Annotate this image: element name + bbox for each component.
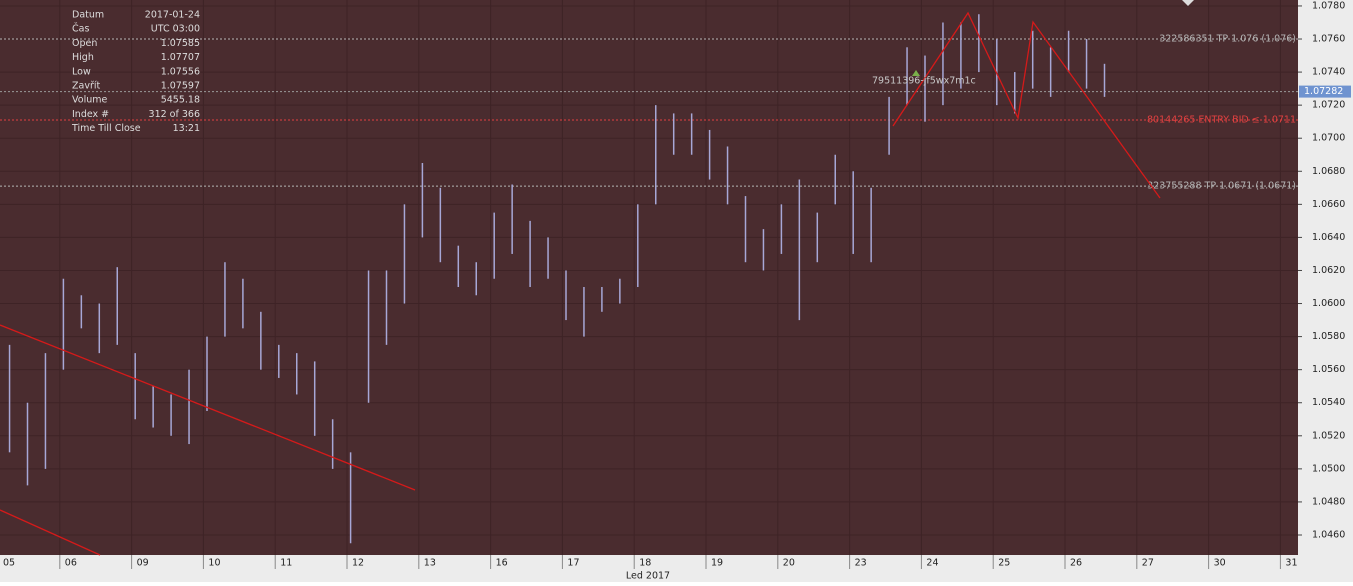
- y-tick-label: 1.0580: [1312, 331, 1345, 342]
- x-tick-label: 11: [280, 558, 292, 569]
- x-axis-label: Led 2017: [626, 571, 670, 582]
- x-tick-label: 23: [855, 558, 867, 569]
- order-label: 323755288 TP 1.0671 (1.0671): [1147, 181, 1296, 192]
- info-label: Time Till Close: [71, 123, 141, 134]
- x-tick-label: 12: [352, 558, 364, 569]
- info-label: Index #: [72, 109, 109, 120]
- x-tick-label: 24: [926, 558, 938, 569]
- x-tick-label: 09: [137, 558, 149, 569]
- info-value: 1.07585: [161, 38, 200, 49]
- y-tick-label: 1.0760: [1312, 34, 1345, 45]
- y-tick-label: 1.0700: [1312, 133, 1345, 144]
- price-box: [1299, 85, 1351, 98]
- x-tick-label: 16: [496, 558, 508, 569]
- trend-line: [0, 324, 416, 491]
- info-value: 1.07556: [161, 66, 200, 77]
- info-label: Open: [72, 38, 97, 49]
- info-value: 312 of 366: [149, 109, 200, 120]
- x-tick-label: 26: [1070, 558, 1082, 569]
- y-tick-label: 1.0460: [1312, 529, 1345, 540]
- order-label: 322586351 TP 1.076 (1.076): [1159, 34, 1296, 45]
- annotation: 79511396-jf5wx7m1c: [872, 76, 976, 87]
- x-tick-label: 17: [567, 558, 579, 569]
- order-label: 80144265 ENTRY BID ≤ 1.0711: [1147, 115, 1296, 126]
- trend-lines: [0, 11, 1161, 556]
- info-value: 1.07707: [161, 52, 200, 63]
- marker: [912, 70, 920, 76]
- x-tick-label: 20: [783, 558, 795, 569]
- y-tick-label: 1.0780: [1312, 0, 1345, 11]
- x-tick-label: 05: [3, 558, 15, 569]
- y-tick-label: 1.0600: [1312, 298, 1345, 309]
- x-tick-label: 13: [424, 558, 436, 569]
- y-tick-label: 1.0540: [1312, 397, 1345, 408]
- scroll-marker: [1182, 0, 1194, 6]
- x-tick-label: 10: [208, 558, 220, 569]
- plot-background: [0, 0, 1298, 555]
- info-label: High: [72, 52, 94, 63]
- x-axis-strip: [0, 555, 1298, 582]
- y-tick-label: 1.0500: [1312, 463, 1345, 474]
- info-value: 5455.18: [161, 95, 200, 106]
- x-tick-label: 06: [65, 558, 77, 569]
- pattern-line: [892, 11, 1161, 199]
- info-value: 1.07597: [161, 81, 200, 92]
- x-tick-label: 30: [1214, 558, 1226, 569]
- y-tick-label: 1.0680: [1312, 166, 1345, 177]
- y-tick-label: 1.0720: [1312, 100, 1345, 111]
- info-value: UTC 03:00: [151, 24, 200, 35]
- x-tick-label: 27: [1142, 558, 1154, 569]
- info-label: Low: [72, 66, 91, 77]
- info-label: Čas: [72, 23, 89, 35]
- x-tick-label: 31: [1285, 558, 1297, 569]
- current-price-label: 1.07282: [1304, 86, 1343, 97]
- y-tick-label: 1.0620: [1312, 265, 1345, 276]
- y-tick-label: 1.0480: [1312, 496, 1345, 507]
- x-tick-label: 25: [998, 558, 1010, 569]
- y-tick-label: 1.0640: [1312, 232, 1345, 243]
- x-tick-label: 18: [639, 558, 651, 569]
- x-tick-label: 19: [711, 558, 723, 569]
- y-tick-label: 1.0740: [1312, 67, 1345, 78]
- info-value: 13:21: [173, 123, 200, 134]
- info-label: Volume: [72, 95, 107, 106]
- y-tick-label: 1.0520: [1312, 430, 1345, 441]
- y-tick-label: 1.0660: [1312, 199, 1345, 210]
- info-value: 2017-01-24: [145, 10, 200, 21]
- info-label: Zavřít: [72, 81, 100, 92]
- y-tick-label: 1.0560: [1312, 364, 1345, 375]
- trend-line: [0, 509, 101, 556]
- info-label: Datum: [72, 10, 104, 21]
